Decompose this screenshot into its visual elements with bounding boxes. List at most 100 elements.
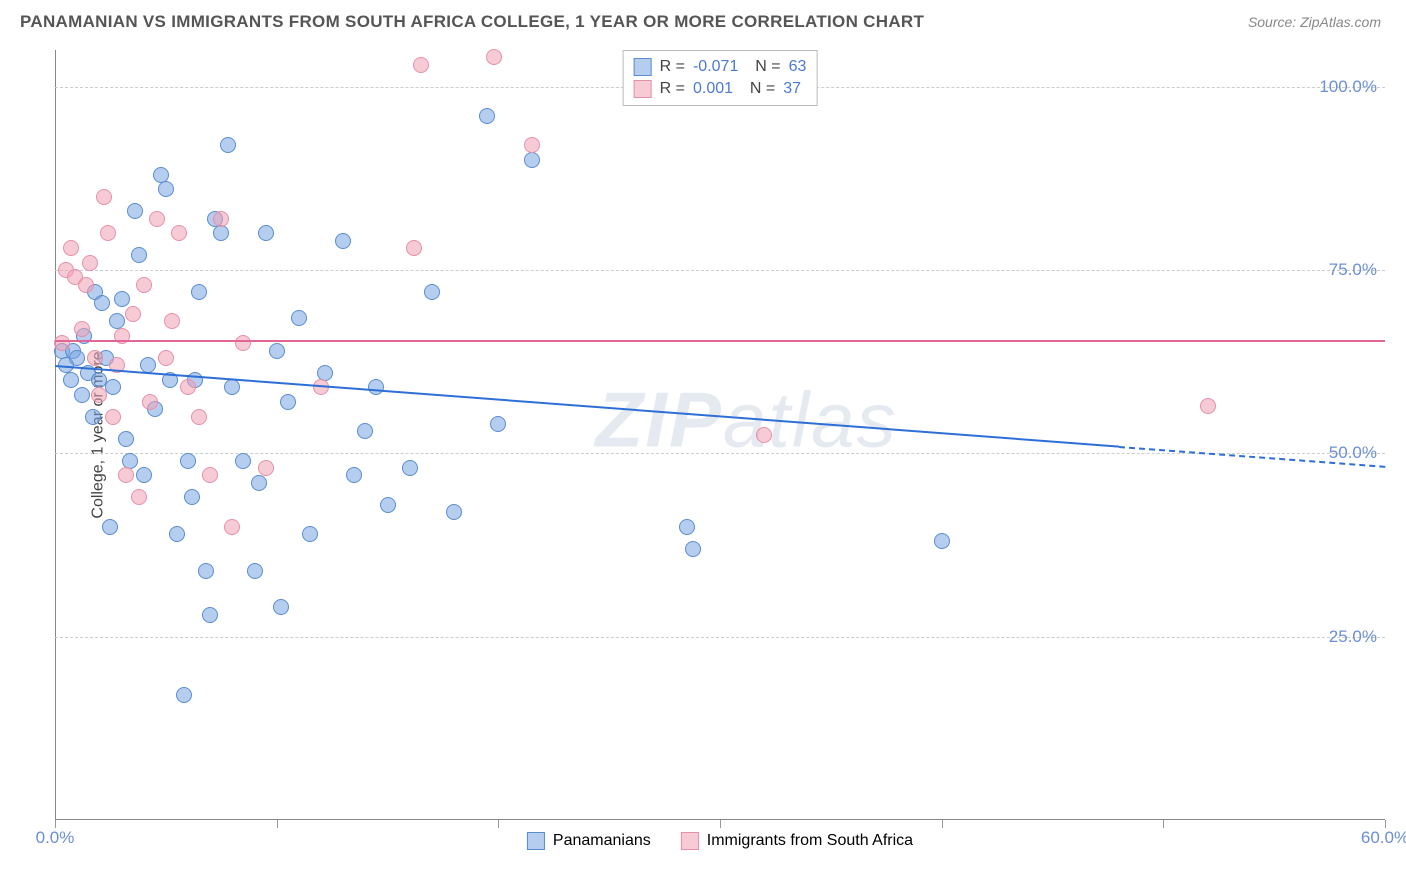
- scatter-point: [258, 460, 274, 476]
- scatter-point: [131, 247, 147, 263]
- scatter-point: [180, 453, 196, 469]
- scatter-point: [94, 295, 110, 311]
- legend-label: Panamanians: [553, 832, 651, 850]
- scatter-point: [1200, 398, 1216, 414]
- grid-line: [55, 453, 1385, 454]
- stat-label: R =: [660, 58, 685, 76]
- x-tick: [277, 820, 278, 828]
- scatter-point: [131, 489, 147, 505]
- scatter-point: [406, 240, 422, 256]
- trend-line: [55, 340, 1385, 342]
- scatter-point: [96, 189, 112, 205]
- scatter-point: [202, 467, 218, 483]
- scatter-point: [213, 211, 229, 227]
- stat-r: 0.001: [693, 80, 733, 98]
- scatter-point: [153, 167, 169, 183]
- stat-r: -0.071: [693, 58, 738, 76]
- scatter-point: [176, 687, 192, 703]
- x-tick: [498, 820, 499, 828]
- trend-line: [55, 365, 1119, 448]
- scatter-point: [357, 423, 373, 439]
- scatter-point: [136, 277, 152, 293]
- scatter-point: [74, 387, 90, 403]
- legend-swatch: [681, 832, 699, 850]
- scatter-point: [335, 233, 351, 249]
- series-legend: Panamanians Immigrants from South Africa: [527, 832, 913, 850]
- scatter-point: [122, 453, 138, 469]
- scatter-point: [158, 181, 174, 197]
- scatter-point: [82, 255, 98, 271]
- scatter-point: [490, 416, 506, 432]
- source-label: Source: ZipAtlas.com: [1248, 14, 1381, 30]
- scatter-point: [685, 541, 701, 557]
- scatter-point: [127, 203, 143, 219]
- scatter-point: [78, 277, 94, 293]
- x-tick: [942, 820, 943, 828]
- stat-n: 63: [789, 58, 807, 76]
- scatter-point: [368, 379, 384, 395]
- scatter-point: [125, 306, 141, 322]
- chart-title: PANAMANIAN VS IMMIGRANTS FROM SOUTH AFRI…: [20, 12, 1386, 32]
- scatter-point: [202, 607, 218, 623]
- scatter-point: [74, 321, 90, 337]
- legend-swatch: [634, 80, 652, 98]
- stat-label: N =: [746, 58, 780, 76]
- scatter-point: [102, 519, 118, 535]
- stats-row: R = 0.001 N = 37: [634, 78, 807, 100]
- x-tick-label: 60.0%: [1361, 828, 1406, 848]
- scatter-point: [380, 497, 396, 513]
- grid-line: [55, 270, 1385, 271]
- scatter-point: [91, 387, 107, 403]
- scatter-point: [413, 57, 429, 73]
- x-tick: [55, 820, 56, 828]
- scatter-point: [486, 49, 502, 65]
- scatter-point: [679, 519, 695, 535]
- x-tick: [1163, 820, 1164, 828]
- scatter-point: [105, 409, 121, 425]
- plot-region: ZIPatlas 25.0%50.0%75.0%100.0%0.0%60.0%: [55, 50, 1385, 820]
- y-tick-label: 25.0%: [1329, 627, 1377, 647]
- stat-label: R =: [660, 80, 685, 98]
- scatter-point: [198, 563, 214, 579]
- scatter-point: [149, 211, 165, 227]
- legend-swatch: [634, 58, 652, 76]
- scatter-point: [169, 526, 185, 542]
- stat-label: N =: [741, 80, 775, 98]
- scatter-point: [191, 409, 207, 425]
- x-tick: [720, 820, 721, 828]
- scatter-point: [85, 409, 101, 425]
- legend-item: Immigrants from South Africa: [681, 832, 913, 850]
- scatter-point: [258, 225, 274, 241]
- scatter-point: [247, 563, 263, 579]
- scatter-point: [158, 350, 174, 366]
- scatter-point: [251, 475, 267, 491]
- scatter-point: [224, 519, 240, 535]
- scatter-point: [402, 460, 418, 476]
- scatter-point: [280, 394, 296, 410]
- scatter-point: [524, 137, 540, 153]
- legend-item: Panamanians: [527, 832, 651, 850]
- scatter-point: [424, 284, 440, 300]
- scatter-point: [142, 394, 158, 410]
- y-tick-label: 100.0%: [1319, 77, 1377, 97]
- x-tick: [1385, 820, 1386, 828]
- scatter-point: [756, 427, 772, 443]
- scatter-point: [479, 108, 495, 124]
- legend-swatch: [527, 832, 545, 850]
- scatter-point: [118, 431, 134, 447]
- scatter-point: [136, 467, 152, 483]
- scatter-point: [317, 365, 333, 381]
- watermark: ZIPatlas: [596, 374, 898, 465]
- chart-area: College, 1 year or more ZIPatlas 25.0%50…: [55, 50, 1385, 820]
- scatter-point: [291, 310, 307, 326]
- scatter-point: [118, 467, 134, 483]
- x-tick-label: 0.0%: [36, 828, 75, 848]
- scatter-point: [269, 343, 285, 359]
- scatter-point: [63, 372, 79, 388]
- stat-n: 37: [783, 80, 801, 98]
- y-tick-label: 75.0%: [1329, 260, 1377, 280]
- scatter-point: [446, 504, 462, 520]
- grid-line: [55, 637, 1385, 638]
- scatter-point: [54, 335, 70, 351]
- scatter-point: [220, 137, 236, 153]
